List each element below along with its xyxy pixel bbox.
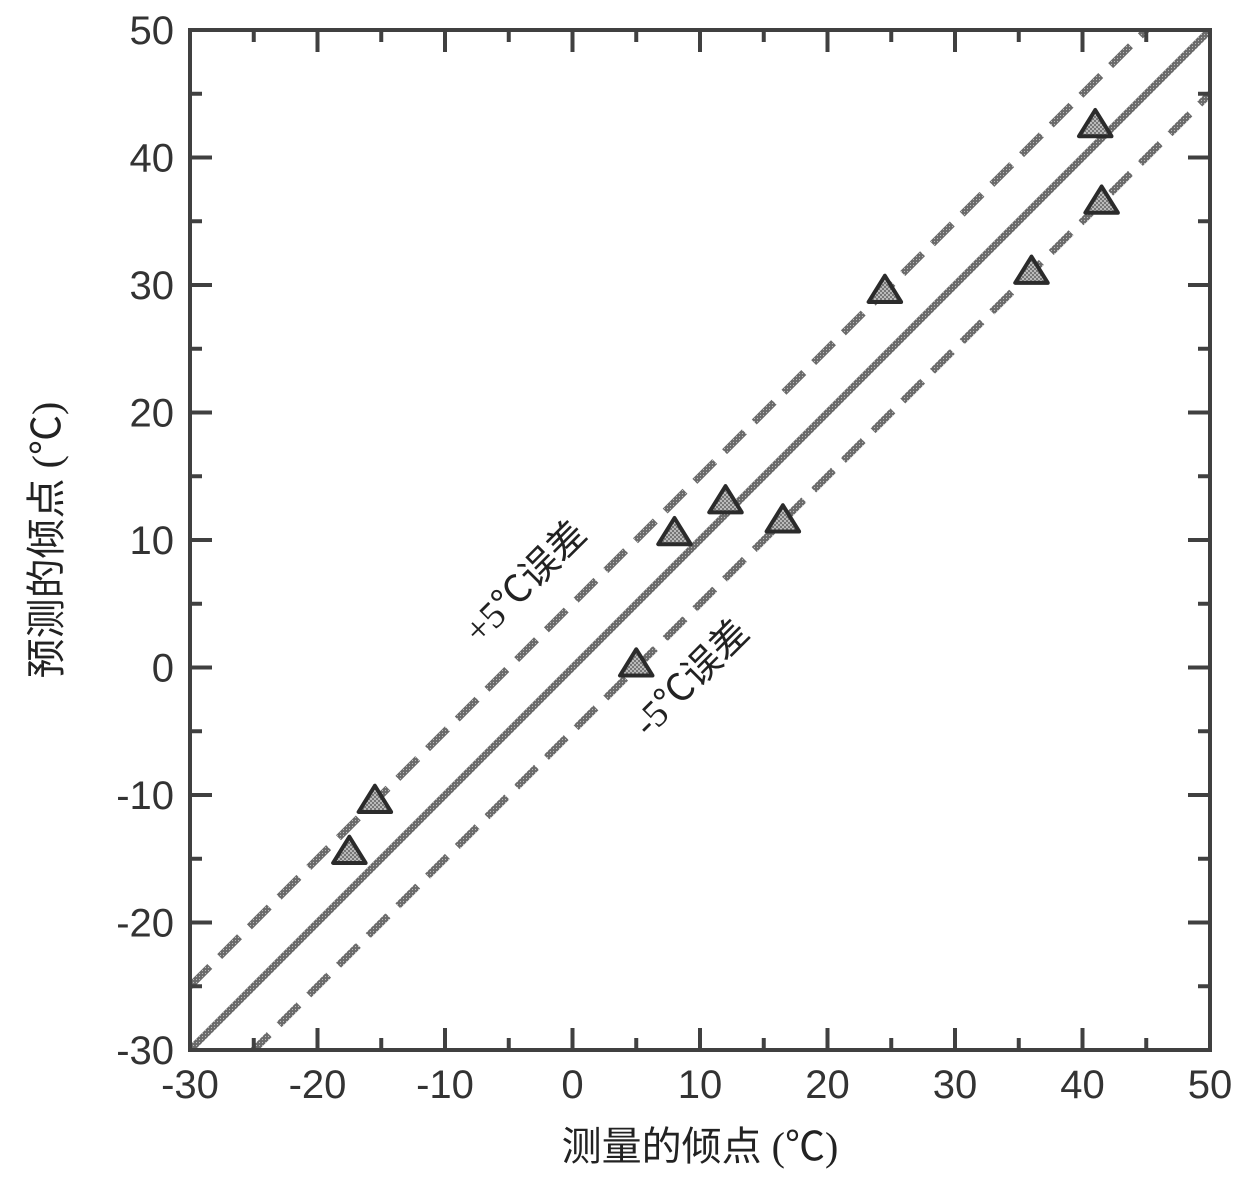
- x-tick-label: 40: [1060, 1063, 1105, 1107]
- x-tick-label: 20: [805, 1063, 850, 1107]
- y-tick-label: 20: [130, 392, 175, 436]
- x-tick-label: 30: [933, 1063, 978, 1107]
- y-tick-label: 30: [130, 264, 175, 308]
- y-tick-label: -30: [116, 1029, 174, 1073]
- chart-container: +5℃误差-5℃误差-30-20-1001020304050-30-20-100…: [0, 0, 1240, 1188]
- x-tick-label: -20: [289, 1063, 347, 1107]
- y-tick-label: 50: [130, 9, 175, 53]
- y-tick-label: 40: [130, 137, 175, 181]
- x-tick-label: 10: [678, 1063, 723, 1107]
- y-tick-label: 0: [152, 647, 174, 691]
- parity-chart: +5℃误差-5℃误差-30-20-1001020304050-30-20-100…: [0, 0, 1240, 1188]
- x-tick-label: 0: [561, 1063, 583, 1107]
- y-tick-label: -10: [116, 774, 174, 818]
- chart-bg: [0, 0, 1240, 1188]
- y-tick-label: -20: [116, 902, 174, 946]
- x-tick-label: 50: [1188, 1063, 1233, 1107]
- y-tick-label: 10: [130, 519, 175, 563]
- x-tick-label: -10: [416, 1063, 474, 1107]
- x-axis-title: 测量的倾点 (℃): [562, 1124, 839, 1169]
- y-axis-title: 预测的倾点 (℃): [24, 402, 69, 679]
